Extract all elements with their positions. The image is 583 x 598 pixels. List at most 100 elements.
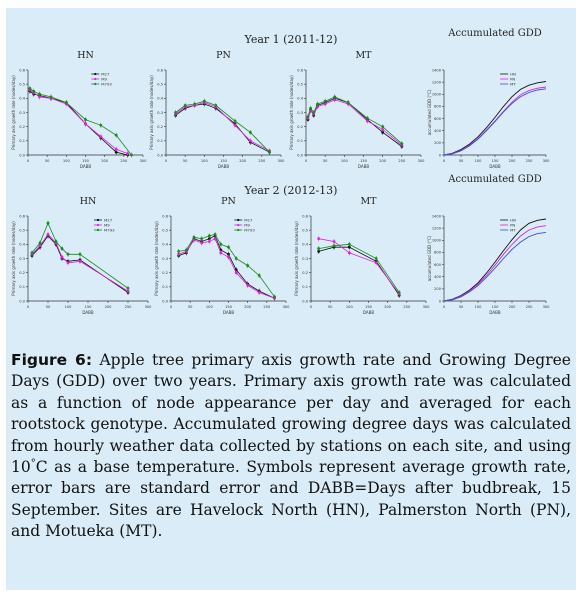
legend-label: M793 xyxy=(244,227,255,232)
y-tick-label: 1200 xyxy=(432,226,442,230)
x-tick-label: 100 xyxy=(206,305,214,309)
x-tick-label: 100 xyxy=(341,159,349,163)
chart-0: HN 0 50 100 150 200 250 300 0.0 0.1 0.2 0.3 0.4 0.5 0.… xyxy=(11,50,147,169)
x-tick-label: 250 xyxy=(120,159,128,163)
legend-label: M9 xyxy=(244,222,250,227)
x-tick-label: 150 xyxy=(220,159,228,163)
series-line-M793 xyxy=(178,233,275,298)
data-point xyxy=(202,99,206,103)
y-tick-label: 0.1 xyxy=(162,285,168,289)
x-tick-label: 200 xyxy=(509,305,517,309)
x-tick-label: 50 xyxy=(459,305,464,309)
x-tick-label: 150 xyxy=(85,305,93,309)
data-point xyxy=(323,99,327,103)
x-tick-label: 50 xyxy=(183,159,188,163)
legend-marker xyxy=(94,72,97,76)
y-tick-label: 0.6 xyxy=(302,214,308,218)
series-line-M27 xyxy=(178,235,275,299)
y-tick-label: 0.0 xyxy=(297,153,303,157)
data-point xyxy=(78,252,82,256)
series-line-M793 xyxy=(318,243,400,293)
series-line-M793 xyxy=(31,222,129,289)
y-tick-label: 0.5 xyxy=(162,228,168,232)
chart-title: PN xyxy=(216,50,231,61)
data-point xyxy=(234,271,238,275)
y-tick-label: 1400 xyxy=(432,214,442,218)
data-point xyxy=(46,221,50,225)
data-point xyxy=(312,111,316,114)
data-point xyxy=(28,87,32,90)
data-point xyxy=(381,125,385,129)
data-point xyxy=(214,104,218,107)
data-point xyxy=(219,242,223,246)
y-tick-label: 0.4 xyxy=(157,97,163,101)
data-point xyxy=(233,123,237,127)
data-point xyxy=(227,252,230,256)
y-tick-label: 0.4 xyxy=(302,243,308,247)
data-point xyxy=(200,237,204,241)
x-tick-label: 0 xyxy=(310,305,313,309)
y-axis-label: accumulated GDD (°C) xyxy=(427,235,432,281)
x-tick-label: 200 xyxy=(101,159,109,163)
data-point xyxy=(273,295,276,299)
y-tick-label: 0 xyxy=(439,299,442,303)
y-axis-label: Primary axis growth rate (nodes/day) xyxy=(294,221,299,296)
y-tick-label: 1200 xyxy=(432,80,442,84)
chart-4: HN 0 50 100 150 200 250 300 0.0 0.1 0.2 0.3 0.4 0.5 0.… xyxy=(11,196,152,315)
data-point xyxy=(207,237,211,241)
y-tick-label: 0.5 xyxy=(19,228,25,232)
data-point xyxy=(346,101,350,104)
y-axis-label: accumulated GDD (°C) xyxy=(427,89,432,135)
x-tick-label: 0 xyxy=(170,305,173,309)
y-tick-label: 0.0 xyxy=(162,299,168,303)
series-line-M27 xyxy=(175,103,270,153)
data-point xyxy=(316,102,319,106)
x-axis-label: DABB xyxy=(80,164,91,169)
data-point xyxy=(64,101,68,104)
y-tick-label: 0.0 xyxy=(19,153,25,157)
x-tick-label: 300 xyxy=(140,159,148,163)
series-line-M27 xyxy=(29,90,128,156)
chart-title: Accumulated GDD xyxy=(447,28,542,39)
y-tick-label: 200 xyxy=(434,141,442,145)
y-tick-label: 0.1 xyxy=(297,139,303,143)
x-tick-label: 250 xyxy=(403,305,411,309)
data-point xyxy=(174,111,177,114)
degree-symbol: ° xyxy=(30,457,36,469)
data-point xyxy=(317,250,321,253)
data-point xyxy=(99,123,103,127)
x-tick-label: 200 xyxy=(244,305,252,309)
y-tick-label: 400 xyxy=(434,275,442,279)
series-line-M9 xyxy=(178,238,275,299)
y-tick-label: 0.1 xyxy=(19,139,25,143)
data-point xyxy=(227,255,230,259)
legend-label: PN xyxy=(510,222,515,227)
x-tick-label: 200 xyxy=(379,159,387,163)
data-point xyxy=(66,252,70,256)
y-tick-label: 0.5 xyxy=(157,82,163,86)
x-tick-label: 250 xyxy=(398,159,406,163)
y-tick-label: 0.6 xyxy=(157,68,163,72)
data-point xyxy=(397,291,401,294)
data-point xyxy=(213,233,217,236)
y-tick-label: 0.0 xyxy=(157,153,163,157)
data-point xyxy=(177,252,181,256)
x-tick-label: 100 xyxy=(475,159,483,163)
legend-label: M9 xyxy=(104,222,110,227)
x-tick-label: 200 xyxy=(384,305,392,309)
chart-title: HN xyxy=(77,50,94,61)
y-tick-label: 0.2 xyxy=(19,125,25,129)
data-point xyxy=(347,245,351,249)
chart-2: MT 0 50 100 150 200 250 300 0.0 0.1 0.2 0.3 0.4 0.5 0.… xyxy=(289,50,425,169)
data-point xyxy=(374,257,378,260)
x-tick-label: 50 xyxy=(323,159,328,163)
y-axis-label: Primary axis growth rate (nodes/day) xyxy=(149,75,154,150)
x-tick-label: 50 xyxy=(46,305,51,309)
data-point xyxy=(257,274,261,277)
series-line-MT xyxy=(443,231,547,302)
x-tick-label: 200 xyxy=(105,305,113,309)
chart-6: MT 0 50 100 150 200 250 300 0.0 0.1 0.2 0.3 0.4 0.5 0.… xyxy=(294,196,430,315)
data-point xyxy=(381,128,385,131)
data-point xyxy=(38,244,42,248)
x-tick-label: 250 xyxy=(125,305,133,309)
